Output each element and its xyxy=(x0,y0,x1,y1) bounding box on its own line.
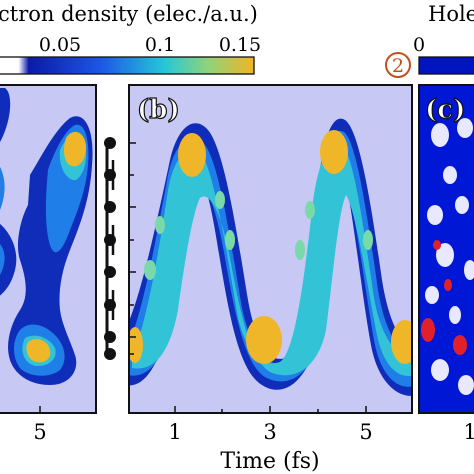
colorbar-left-tick-1: 0.05 xyxy=(39,34,81,56)
green-spot xyxy=(305,201,315,219)
chain-atom xyxy=(104,266,116,278)
panel-c-hole-density xyxy=(421,118,474,395)
panel-b-xtick-label-2: 3 xyxy=(263,420,276,444)
chain-atom xyxy=(104,331,116,343)
panel-c-white-blobs xyxy=(425,118,474,395)
panel-b-band-mid xyxy=(129,130,412,387)
hole-red xyxy=(444,279,452,291)
colorbar-left: ctron density (elec./a.u.) 0.05 0.1 0.15 xyxy=(0,2,261,75)
chain-atom xyxy=(104,201,116,213)
panel-c-label: (c) xyxy=(425,95,465,125)
hole-blob xyxy=(458,375,474,395)
colorbar-right-marker-circle xyxy=(385,52,411,78)
hole-red xyxy=(433,240,441,250)
hole-blob xyxy=(431,123,449,147)
hole-blob xyxy=(425,286,439,304)
panel-b-density xyxy=(129,118,412,396)
green-spot xyxy=(225,230,235,250)
peak-top xyxy=(320,130,348,174)
panel-a-density-layers xyxy=(0,88,93,385)
colorbar-left-tick-3: 0.15 xyxy=(219,34,261,56)
hole-blob xyxy=(455,196,469,214)
colorbar-right-tick: 0 xyxy=(413,34,425,56)
panel-c: (c) 1 xyxy=(418,84,474,444)
colorbar-right-gradient xyxy=(418,56,474,75)
panel-a-blob-left xyxy=(0,167,5,275)
colorbar-left-gradient xyxy=(0,56,255,75)
hole-blob xyxy=(436,243,454,267)
panel-b-band-cyan xyxy=(132,143,412,376)
peak-bottom xyxy=(391,320,412,364)
peak-top xyxy=(178,133,206,177)
panel-a-blob-high xyxy=(26,131,87,363)
panel-b-xtick-label-3: 5 xyxy=(359,420,372,444)
panel-a: 5 xyxy=(0,84,97,444)
panel-b-xtick-label-1: 1 xyxy=(168,420,181,444)
panel-a-density xyxy=(0,88,93,385)
panel-c-xtick-label: 1 xyxy=(463,420,474,444)
green-spot xyxy=(295,240,305,260)
panel-a-xtick-label: 5 xyxy=(33,420,46,444)
hole-blob xyxy=(431,359,449,381)
chain-atoms xyxy=(104,137,116,360)
colorbar-right-title: Hole xyxy=(428,2,474,26)
panel-b-peaks xyxy=(129,130,412,364)
hole-red xyxy=(453,335,467,355)
panel-b: (b) 1 3 5 Time (fs) xyxy=(128,84,413,474)
colorbar-right-marker-label: 2 xyxy=(392,55,404,77)
hole-red xyxy=(421,318,435,342)
panel-a-frame xyxy=(0,84,97,414)
hole-blob xyxy=(427,205,443,225)
green-spot xyxy=(215,191,225,209)
molecule-chain-icon xyxy=(104,137,116,360)
hole-blob xyxy=(449,306,461,324)
colorbar-left-title: ctron density (elec./a.u.) xyxy=(0,2,258,26)
colorbar-left-tick-2: 0.1 xyxy=(145,34,175,56)
hole-blob xyxy=(457,118,473,138)
panel-b-ticks xyxy=(129,142,367,413)
panel-b-label: (b) xyxy=(137,95,180,125)
panel-a-blob-mid xyxy=(14,124,89,376)
panel-c-red-blobs xyxy=(421,240,467,355)
colorbar-right: Hole 0 2 xyxy=(385,2,474,78)
chain-atom xyxy=(104,137,116,149)
green-spot xyxy=(144,260,156,280)
chain-atom xyxy=(104,169,116,181)
chain-atom xyxy=(104,299,116,311)
green-spot xyxy=(155,216,165,234)
chain-atom xyxy=(104,348,116,360)
panel-b-xlabel: Time (fs) xyxy=(220,449,319,474)
hole-blob xyxy=(464,260,474,280)
chain-atom xyxy=(104,234,116,246)
panel-c-frame xyxy=(418,84,474,414)
hole-blob xyxy=(443,166,457,184)
panel-b-green-spots xyxy=(144,191,373,280)
peak-bottom xyxy=(246,316,282,364)
green-spot xyxy=(363,230,373,250)
